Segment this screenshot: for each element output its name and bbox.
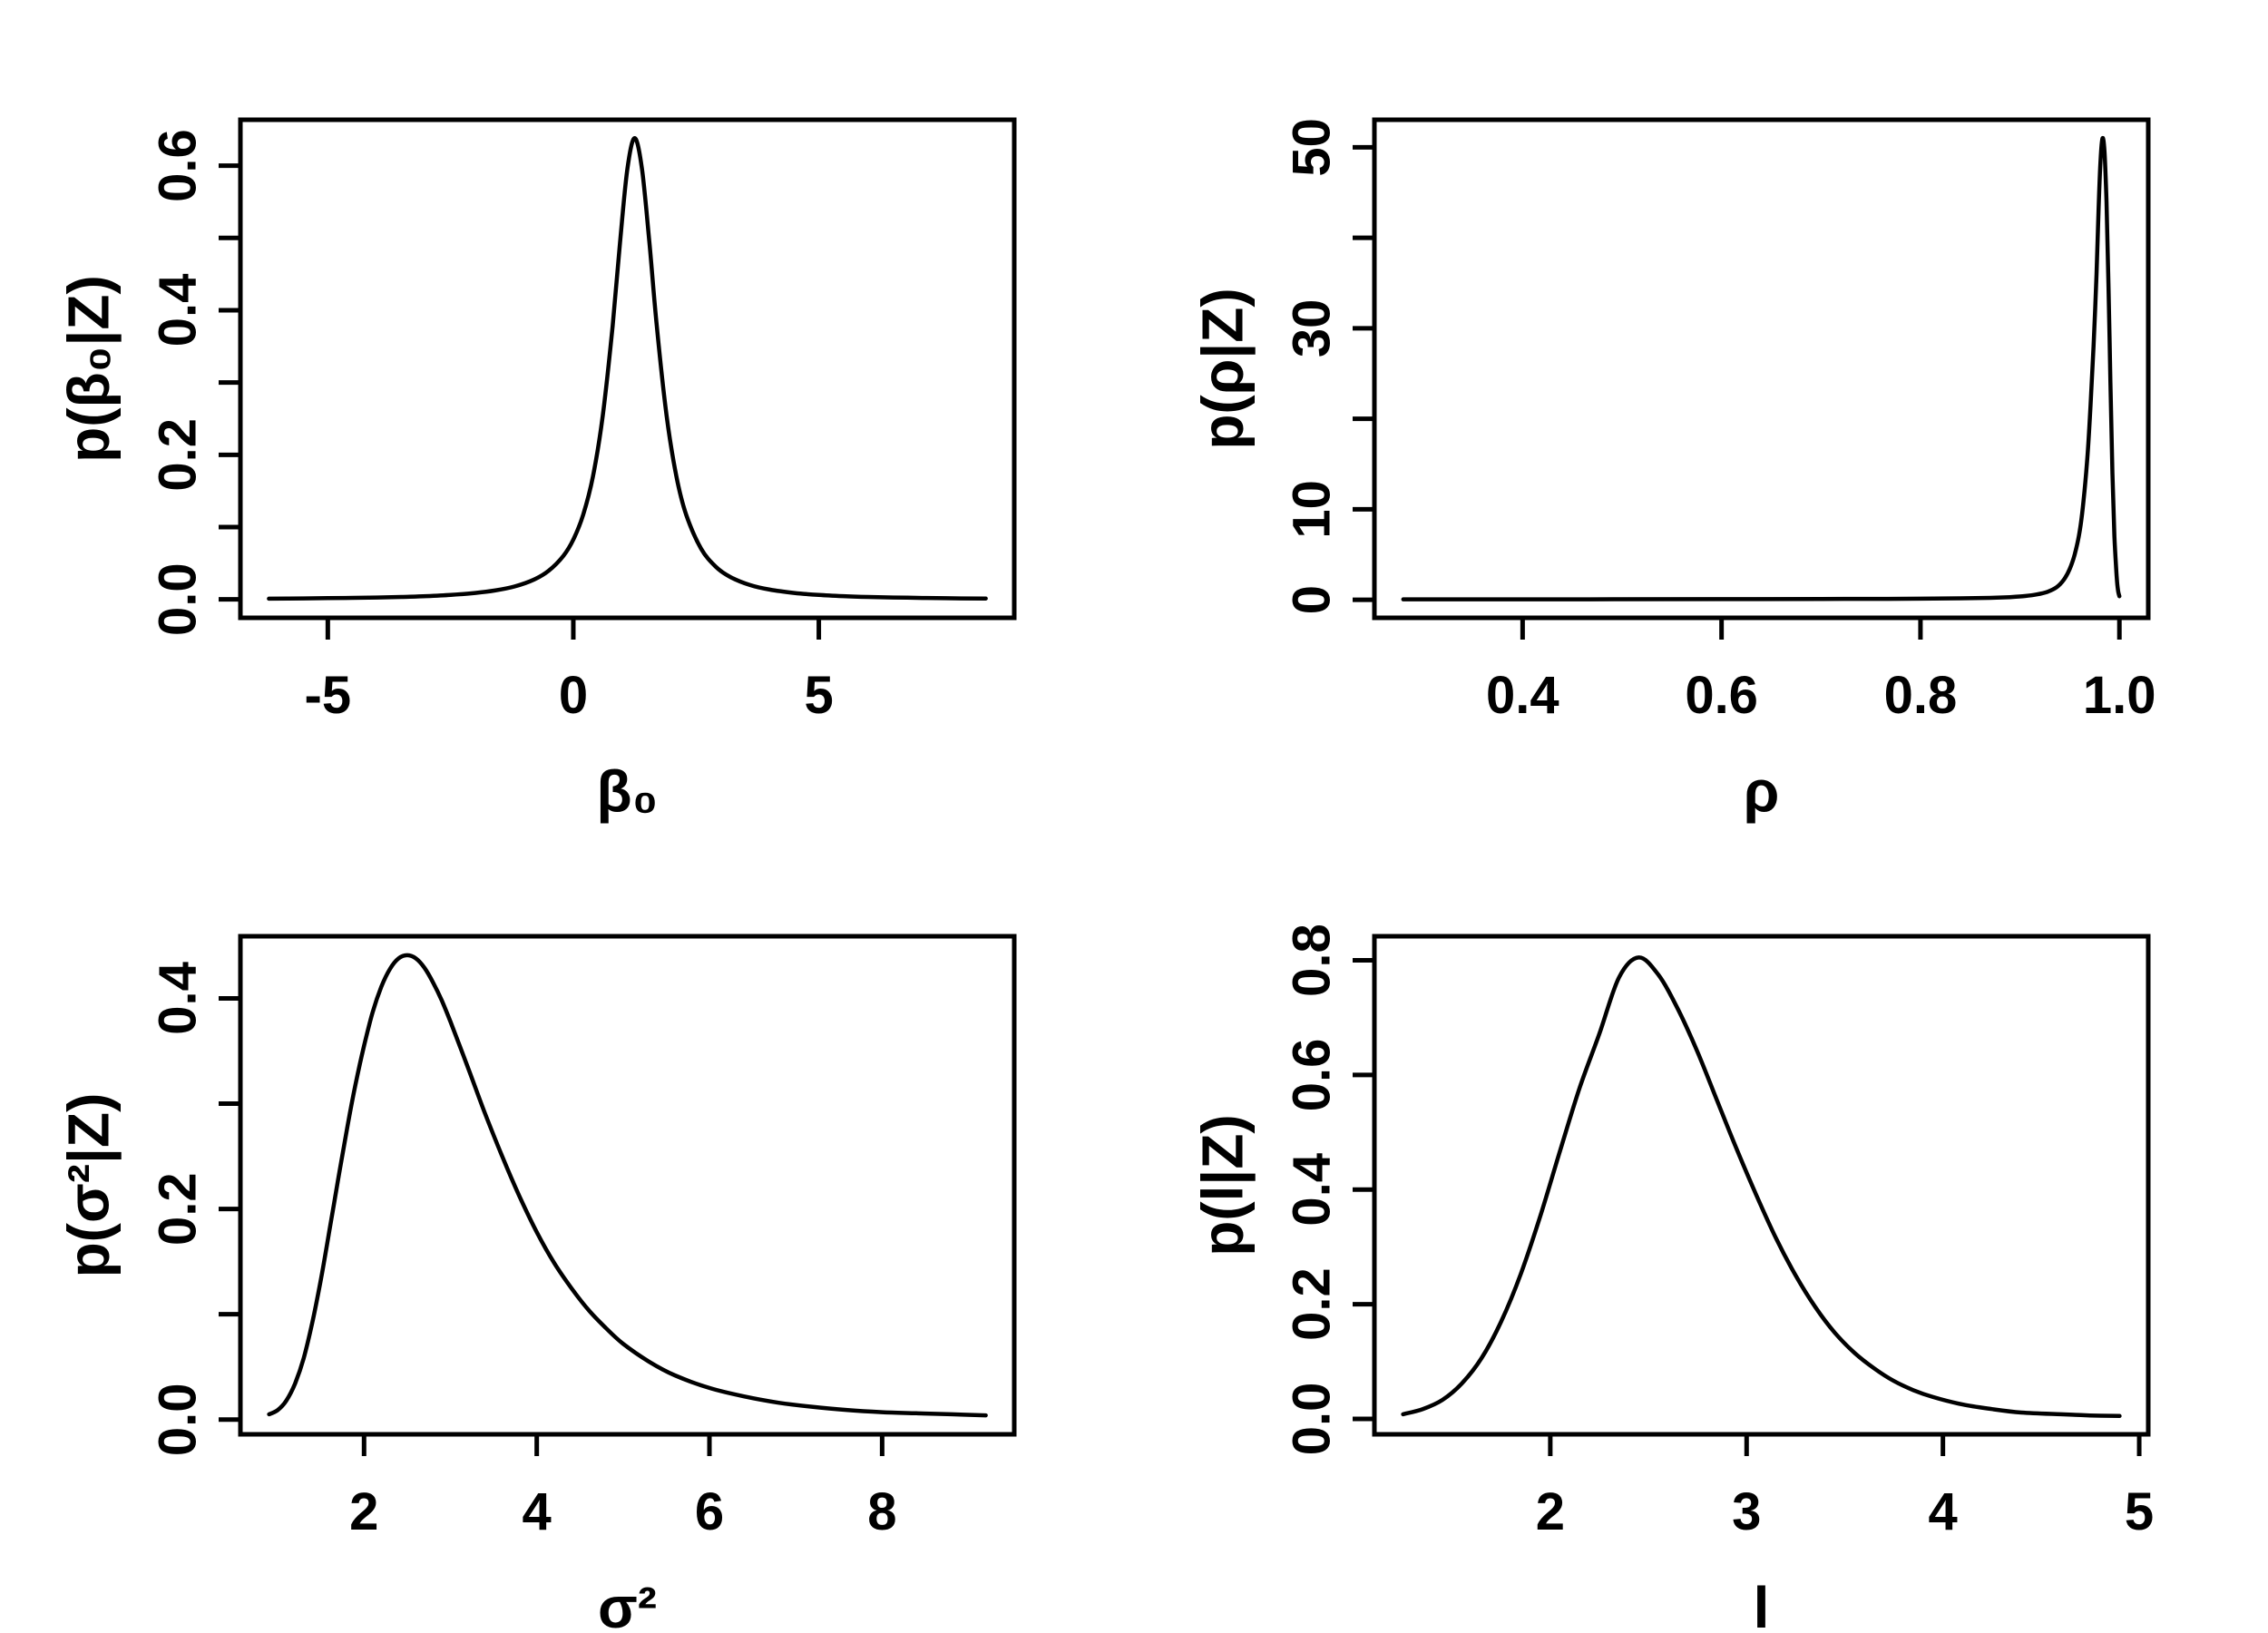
- x-axis-label-l: l: [1754, 1575, 1770, 1633]
- x-tick-label: 0.6: [1685, 666, 1758, 725]
- y-tick-label: 10: [1282, 480, 1341, 539]
- y-tick-label: 50: [1282, 118, 1341, 177]
- x-axis-label-sigma2: σ²: [598, 1575, 657, 1633]
- x-tick-label: 2: [349, 1482, 378, 1541]
- y-tick-label: 0.2: [148, 418, 207, 492]
- density-curve-rho: [1401, 135, 2122, 601]
- y-axis-beta0: 0.0 0.2 0.4 0.6: [148, 129, 240, 636]
- y-tick-label: 0.0: [148, 1383, 207, 1456]
- x-tick-label: 5: [2125, 1482, 2154, 1541]
- x-axis-beta0: -5 0 5: [305, 618, 834, 725]
- x-tick-label: 6: [695, 1482, 724, 1541]
- y-tick-label: 0.2: [148, 1172, 207, 1246]
- x-axis-l: 2 3 4 5: [1536, 1434, 2154, 1541]
- panel-l: 2 3 4 5 0.0 0.2 0.4 0.6 0.8 l p(l|Z): [1189, 924, 2154, 1633]
- panel-sigma2: 2 4 6 8 0.0 0.2 0.4 σ² p(σ²|Z): [55, 934, 1017, 1633]
- y-axis-label-sigma2: p(σ²|Z): [55, 1093, 122, 1278]
- x-tick-label: 4: [523, 1482, 552, 1541]
- y-tick-label: 0.0: [148, 562, 207, 636]
- y-axis-l: 0.0 0.2 0.4 0.6 0.8: [1282, 924, 1374, 1455]
- x-tick-label: 1.0: [2083, 666, 2156, 725]
- y-axis-label-rho: p(ρ|Z): [1189, 288, 1256, 449]
- x-axis-label-rho: ρ: [1744, 758, 1780, 824]
- density-curve-beta0: [267, 136, 988, 601]
- y-tick-label: 0.6: [1282, 1039, 1341, 1112]
- y-tick-label: 0.4: [148, 962, 207, 1035]
- x-tick-label: 0.8: [1884, 666, 1958, 725]
- plot-box-l: [1372, 934, 2151, 1437]
- plot-box-beta0: [238, 117, 1017, 621]
- x-axis-label-beta0: β₀: [597, 758, 659, 824]
- y-tick-label: 30: [1282, 299, 1341, 358]
- y-tick-label: 0.2: [1282, 1267, 1341, 1341]
- y-tick-label: 0.4: [1282, 1153, 1341, 1227]
- y-tick-label: 0.0: [1282, 1383, 1341, 1456]
- y-axis-sigma2: 0.0 0.2 0.4: [148, 962, 240, 1456]
- y-tick-label: 0.6: [148, 129, 207, 202]
- x-axis-sigma2: 2 4 6 8: [349, 1434, 897, 1541]
- panel-rho: 0.4 0.6 0.8 1.0 0 10 30 50 ρ p(ρ|Z): [1189, 117, 2156, 824]
- x-tick-label: 2: [1536, 1482, 1565, 1541]
- x-tick-label: 8: [867, 1482, 896, 1541]
- panel-beta0: -5 0 5 0.0 0.2 0.4 0.6 β₀ p(β₀|Z): [55, 117, 1017, 824]
- density-curve-l: [1401, 955, 2122, 1419]
- y-tick-label: 0.4: [148, 274, 207, 347]
- x-axis-rho: 0.4 0.6 0.8 1.0: [1486, 618, 2156, 725]
- plot-box-sigma2: [238, 934, 1017, 1437]
- x-tick-label: 0: [559, 666, 588, 725]
- density-curve-sigma2: [267, 953, 988, 1418]
- y-axis-rho: 0 10 30 50: [1282, 118, 1374, 614]
- x-tick-label: 0.4: [1486, 666, 1559, 725]
- x-tick-label: 5: [804, 666, 833, 725]
- y-axis-label-beta0: p(β₀|Z): [55, 275, 122, 463]
- y-tick-label: 0: [1282, 585, 1341, 614]
- x-tick-label: -5: [305, 666, 352, 725]
- plot-box-rho: [1372, 117, 2151, 621]
- x-tick-label: 3: [1732, 1482, 1761, 1541]
- y-axis-label-l: p(l|Z): [1189, 1114, 1256, 1257]
- x-tick-label: 4: [1929, 1482, 1958, 1541]
- y-tick-label: 0.8: [1282, 924, 1341, 997]
